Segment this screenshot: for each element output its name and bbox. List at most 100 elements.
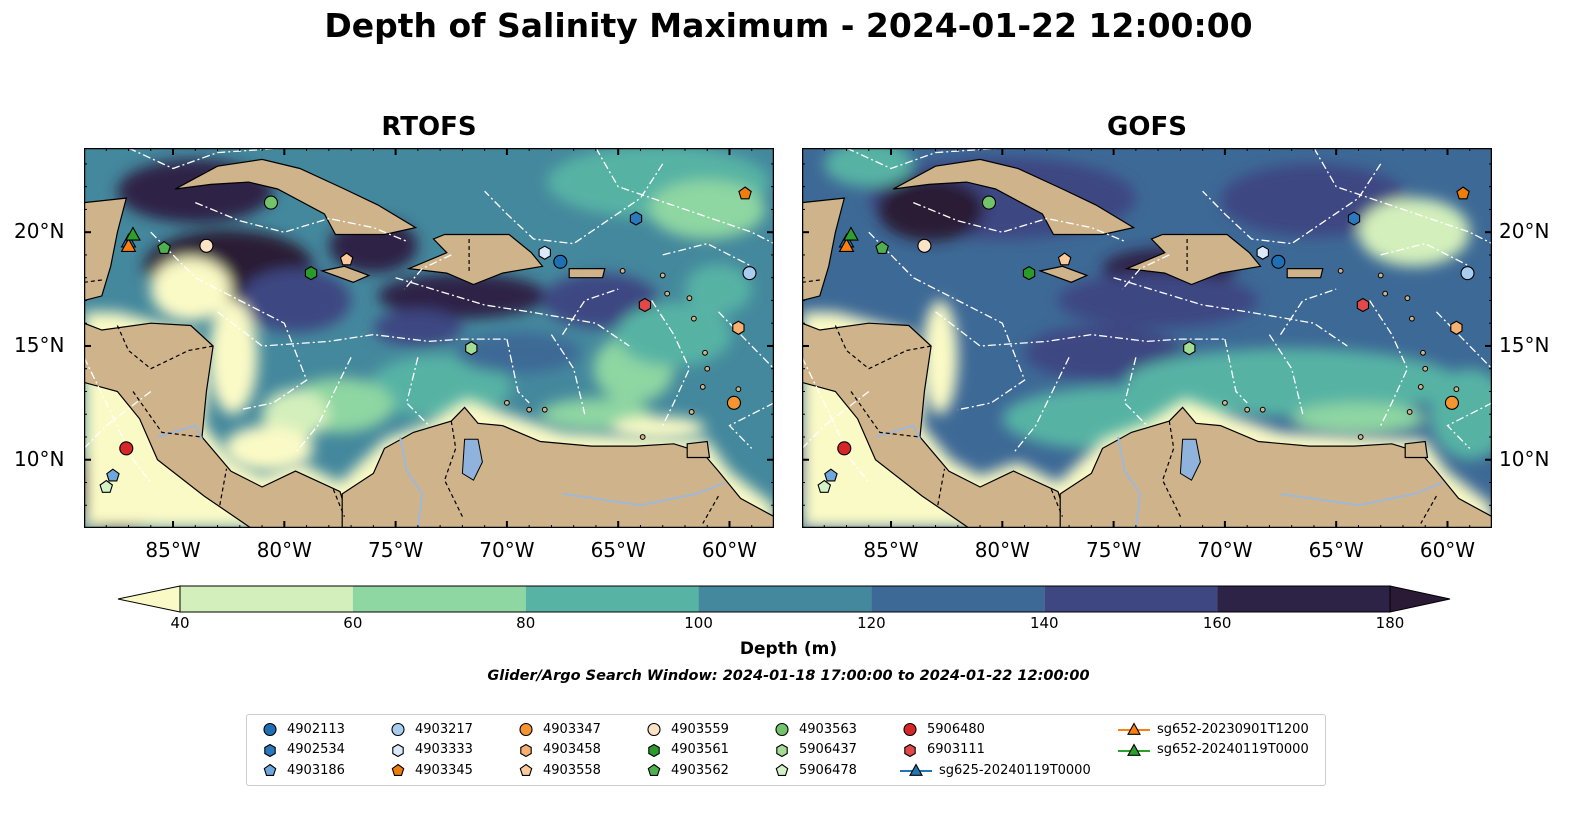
depth-region (208, 300, 258, 415)
lat-tick-label-left: 10°N (14, 446, 65, 471)
eez-boundary (802, 357, 870, 483)
lon-tick-label-gofs: 70°W (1197, 538, 1253, 562)
legend-label: 6903111 (927, 742, 985, 757)
depth-region (1291, 402, 1426, 435)
float-4903345 (738, 186, 752, 200)
island (1417, 384, 1424, 390)
float-6903111 (638, 297, 652, 313)
eez-boundary (846, 148, 1003, 170)
legend-item: 5906437 (771, 740, 857, 760)
legend-item: 4903217 (387, 719, 473, 739)
float-4903561 (1022, 265, 1036, 281)
island (1222, 399, 1228, 406)
eez-boundary (1012, 357, 1070, 454)
land-jamaica (320, 265, 371, 283)
eez-boundary (1369, 300, 1409, 426)
depth-region (649, 179, 766, 240)
river (399, 436, 424, 528)
lat-tick-label-right: 15°N (1499, 332, 1550, 357)
colorbar-tick-label: 140 (1029, 614, 1059, 632)
float-4903559 (199, 238, 214, 253)
depth-region (239, 268, 352, 333)
land-jamaica (1038, 265, 1089, 283)
legend-marker-icon (648, 743, 660, 757)
legend-label: sg652-20230901T1200 (1157, 721, 1309, 737)
legend-item: 4903562 (643, 760, 729, 780)
eez-boundary (217, 311, 507, 347)
lat-tick-label-right: 20°N (1499, 219, 1550, 244)
legend-marker-icon (519, 722, 533, 737)
legend-label: 4903345 (415, 762, 473, 778)
country-border (834, 325, 932, 370)
colorbar-tick-label: 100 (684, 614, 713, 632)
island (688, 409, 695, 415)
island (1244, 406, 1251, 413)
legend-marker-icon (904, 743, 916, 757)
legend-item: 4903458 (515, 740, 601, 760)
colorbar-tick-label: 80 (516, 614, 536, 632)
legend-label: 4903333 (415, 742, 473, 757)
legend-label: 4903561 (671, 742, 729, 757)
colorbar-frame (179, 585, 1391, 613)
lon-tick-label-gofs: 75°W (1085, 538, 1142, 562)
colorbar-bin (871, 586, 1045, 612)
colorbar-extend-over (1389, 585, 1451, 613)
land-yucatan (84, 197, 128, 302)
float-5906437 (1183, 341, 1196, 356)
depth-region (615, 302, 732, 367)
country-border (702, 495, 719, 524)
island (1406, 409, 1413, 415)
eez-boundary (1123, 357, 1148, 427)
float-4903347 (726, 395, 741, 410)
island (1357, 434, 1364, 440)
eez-boundary (913, 201, 1125, 242)
depth-region (1057, 273, 1259, 328)
eez-boundary (550, 334, 586, 415)
eez-boundary (717, 311, 774, 370)
eez-boundary (1202, 163, 1382, 245)
panel-title-rtofs: RTOFS (381, 112, 477, 142)
map-rtofs (84, 148, 774, 528)
eez-boundary (802, 390, 870, 449)
legend-label: 5906478 (799, 762, 857, 778)
lon-tick-label-gofs: 85°W (863, 538, 919, 562)
depth-region (824, 148, 914, 187)
country-border (219, 468, 228, 506)
legend-item: 4903347 (515, 719, 601, 739)
legend-item: sg652-20230901T1200 (1117, 719, 1309, 739)
legend-marker-icon (264, 743, 276, 757)
colorbar-tick-label: 180 (1375, 614, 1405, 632)
float-4903563 (981, 195, 997, 210)
float-4903217 (1460, 266, 1475, 281)
lon-tick-label-gofs: 65°W (1308, 538, 1364, 562)
eez-boundary (1224, 338, 1248, 404)
legend-label: 4903562 (671, 762, 729, 778)
legend-label: 4902113 (287, 721, 345, 737)
legend-marker-icon (519, 763, 533, 776)
legend-item: 4903558 (515, 760, 601, 780)
eez-boundary (1313, 148, 1492, 245)
island (704, 365, 711, 372)
float-4903345 (1456, 186, 1470, 200)
eez-boundary (294, 357, 352, 454)
country-border (1161, 421, 1181, 517)
island (504, 399, 510, 406)
float-4902534 (629, 211, 643, 226)
legend-marker-icon (647, 722, 661, 737)
depth-region (1220, 163, 1408, 237)
legend-label: 4903458 (543, 742, 601, 757)
depth-field (84, 148, 770, 528)
eez-boundary (395, 277, 630, 347)
island (1259, 406, 1266, 413)
legend-item: 4903186 (259, 760, 345, 780)
lat-tick-label-left: 20°N (14, 219, 65, 244)
country-border (443, 421, 463, 517)
legend-item: 4902534 (259, 740, 345, 760)
eez-boundary (150, 231, 308, 411)
float-5906480 (837, 441, 852, 456)
float-5906478 (99, 479, 114, 493)
legend-label: 4902534 (287, 742, 345, 757)
colorbar-tick-label: 160 (1202, 614, 1232, 632)
eez-boundary (195, 201, 407, 242)
float-sg652-20240119T0000 (843, 226, 859, 241)
